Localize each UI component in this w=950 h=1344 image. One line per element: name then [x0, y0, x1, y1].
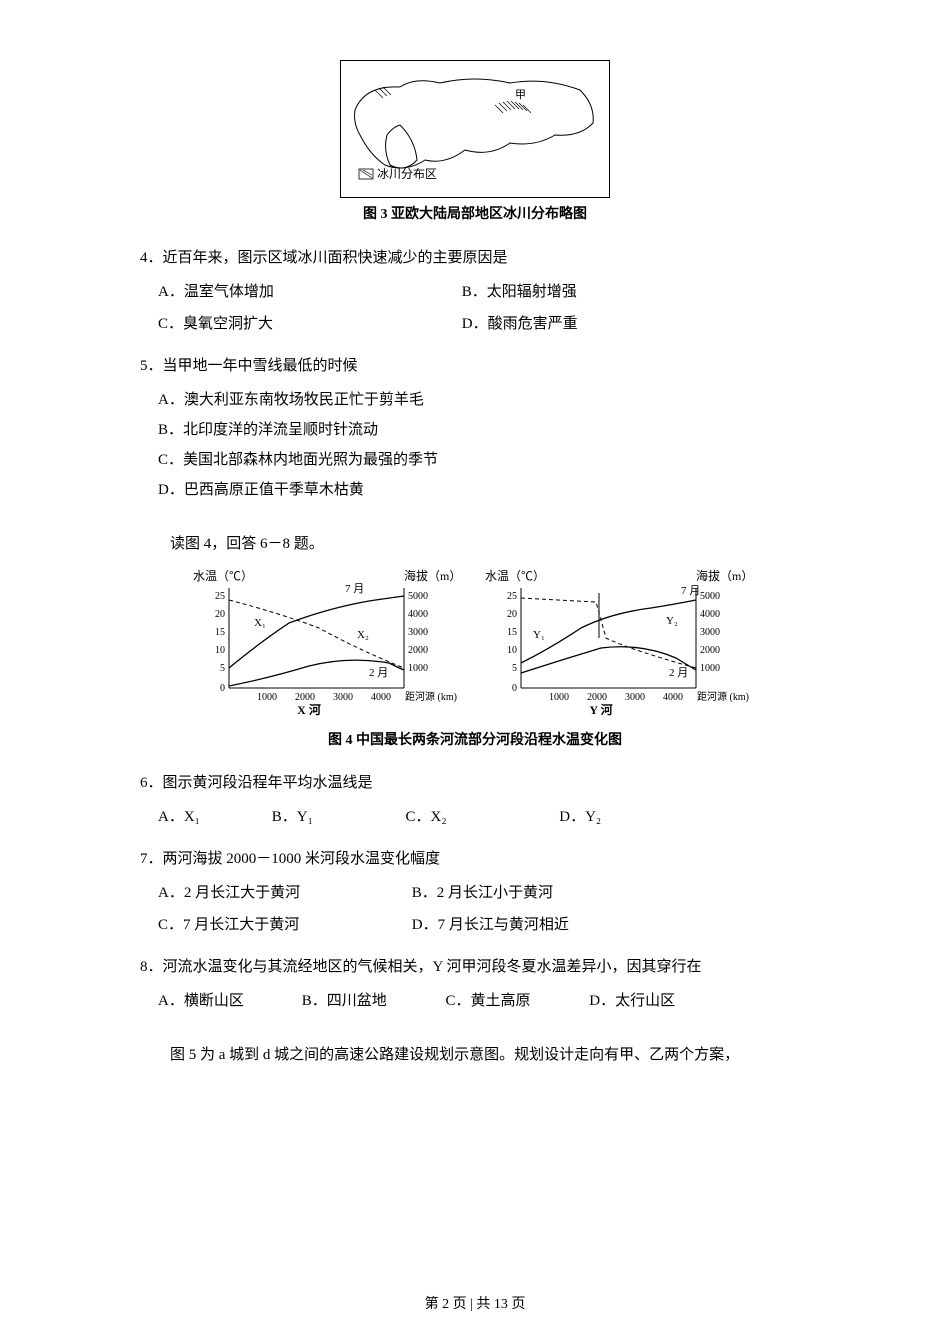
- q6-option-a: A．X₁: [158, 805, 268, 829]
- svg-text:10: 10: [507, 645, 517, 656]
- svg-text:海拔（m）: 海拔（m）: [696, 568, 753, 583]
- map-svg: 甲 冰川分布区: [345, 65, 605, 185]
- figure-4-left-chart: 水温（℃） 海拔（m） 0 5 10 15 20 25 1000 2000 3000 400…: [189, 568, 469, 726]
- q7-option-b: B．2 月长江小于黄河: [412, 881, 553, 905]
- svg-text:水温（℃）: 水温（℃）: [193, 569, 253, 583]
- svg-text:2000: 2000: [587, 692, 607, 703]
- svg-text:3000: 3000: [625, 692, 645, 703]
- svg-text:15: 15: [507, 627, 517, 638]
- q6-option-d: D．Y₂: [559, 805, 601, 829]
- q8-option-c: C．黄土高原: [446, 989, 586, 1013]
- svg-text:3000: 3000: [333, 692, 353, 703]
- svg-text:5: 5: [220, 663, 225, 674]
- q5-option-c: C．美国北部森林内地面光照为最强的季节: [158, 448, 810, 472]
- figure-4-right-chart: 水温（℃） 海拔（m） 0 5 10 15 20 25 1000 2000 3000 400…: [481, 568, 761, 726]
- q5-option-a: A．澳大利亚东南牧场牧民正忙于剪羊毛: [158, 388, 810, 412]
- svg-text:7 月: 7 月: [681, 585, 700, 597]
- figure-3-legend: 冰川分布区: [377, 167, 437, 181]
- q6-option-c: C．X₂: [406, 805, 556, 829]
- page-footer: 第 2 页 | 共 13 页: [0, 1294, 950, 1316]
- svg-text:0: 0: [220, 683, 225, 694]
- svg-text:2000: 2000: [700, 645, 720, 656]
- q4-option-b: B．太阳辐射增强: [462, 280, 577, 304]
- figure-3: 甲 冰川分布区 图 3 亚欧大陆局部地区冰川分布略图: [140, 60, 810, 226]
- figure-3-map: 甲 冰川分布区: [340, 60, 610, 198]
- svg-text:距河源 (km): 距河源 (km): [697, 690, 749, 703]
- q7-option-c: C．7 月长江大于黄河: [158, 913, 408, 937]
- svg-text:海拔（m）: 海拔（m）: [404, 568, 461, 583]
- figure-3-caption: 图 3 亚欧大陆局部地区冰川分布略图: [140, 204, 810, 226]
- q8-option-b: B．四川盆地: [302, 989, 442, 1013]
- svg-text:1000: 1000: [408, 663, 428, 674]
- figure-4: 水温（℃） 海拔（m） 0 5 10 15 20 25 1000 2000 3000 400…: [140, 568, 810, 752]
- svg-text:Y₁: Y₁: [533, 629, 545, 641]
- svg-text:5000: 5000: [700, 591, 720, 602]
- svg-text:15: 15: [215, 627, 225, 638]
- intro-figure-5: 图 5 为 a 城到 d 城之间的高速公路建设规划示意图。规划设计走向有甲、乙两…: [140, 1043, 810, 1067]
- svg-text:4000: 4000: [663, 692, 683, 703]
- svg-text:X₁: X₁: [254, 617, 266, 629]
- question-6-stem: 6．图示黄河段沿程年平均水温线是: [140, 771, 810, 795]
- svg-text:甲: 甲: [515, 89, 526, 101]
- intro-figure-4: 读图 4，回答 6－8 题。: [140, 532, 810, 556]
- q4-option-a: A．温室气体增加: [158, 280, 458, 304]
- q7-option-a: A．2 月长江大于黄河: [158, 881, 408, 905]
- svg-text:3000: 3000: [408, 627, 428, 638]
- svg-text:5000: 5000: [408, 591, 428, 602]
- question-4-stem: 4．近百年来，图示区域冰川面积快速减少的主要原因是: [140, 246, 810, 270]
- svg-text:0: 0: [512, 683, 517, 694]
- svg-text:X₂: X₂: [357, 629, 369, 641]
- svg-text:2000: 2000: [408, 645, 428, 656]
- svg-text:水温（℃）: 水温（℃）: [485, 569, 545, 583]
- svg-text:5: 5: [512, 663, 517, 674]
- q8-option-a: A．横断山区: [158, 989, 298, 1013]
- svg-text:25: 25: [507, 591, 517, 602]
- question-8-stem: 8．河流水温变化与其流经地区的气候相关，Y 河甲河段冬夏水温差异小，因其穿行在: [140, 955, 810, 979]
- q6-option-b: B．Y₁: [272, 805, 402, 829]
- q5-option-d: D．巴西高原正值干季草木枯黄: [158, 478, 810, 502]
- svg-text:20: 20: [507, 609, 517, 620]
- svg-text:2 月: 2 月: [369, 667, 388, 679]
- svg-text:X 河: X 河: [297, 702, 321, 717]
- svg-text:2 月: 2 月: [669, 667, 688, 679]
- q7-option-d: D．7 月长江与黄河相近: [412, 913, 569, 937]
- svg-text:7 月: 7 月: [345, 583, 364, 595]
- q4-option-c: C．臭氧空洞扩大: [158, 312, 458, 336]
- question-7-stem: 7．两河海拔 2000－1000 米河段水温变化幅度: [140, 847, 810, 871]
- svg-text:10: 10: [215, 645, 225, 656]
- svg-text:距河源 (km): 距河源 (km): [405, 690, 457, 703]
- svg-text:25: 25: [215, 591, 225, 602]
- svg-text:4000: 4000: [408, 609, 428, 620]
- q8-option-d: D．太行山区: [589, 989, 675, 1013]
- question-5-stem: 5．当甲地一年中雪线最低的时候: [140, 354, 810, 378]
- svg-text:1000: 1000: [549, 692, 569, 703]
- svg-text:2000: 2000: [295, 692, 315, 703]
- q5-option-b: B．北印度洋的洋流呈顺时针流动: [158, 418, 810, 442]
- svg-text:Y 河: Y 河: [589, 702, 612, 717]
- svg-text:20: 20: [215, 609, 225, 620]
- svg-text:3000: 3000: [700, 627, 720, 638]
- svg-text:4000: 4000: [371, 692, 391, 703]
- svg-text:1000: 1000: [700, 663, 720, 674]
- svg-text:Y₂: Y₂: [666, 615, 678, 627]
- svg-text:1000: 1000: [257, 692, 277, 703]
- figure-4-caption: 图 4 中国最长两条河流部分河段沿程水温变化图: [140, 730, 810, 752]
- q4-option-d: D．酸雨危害严重: [462, 312, 578, 336]
- svg-text:4000: 4000: [700, 609, 720, 620]
